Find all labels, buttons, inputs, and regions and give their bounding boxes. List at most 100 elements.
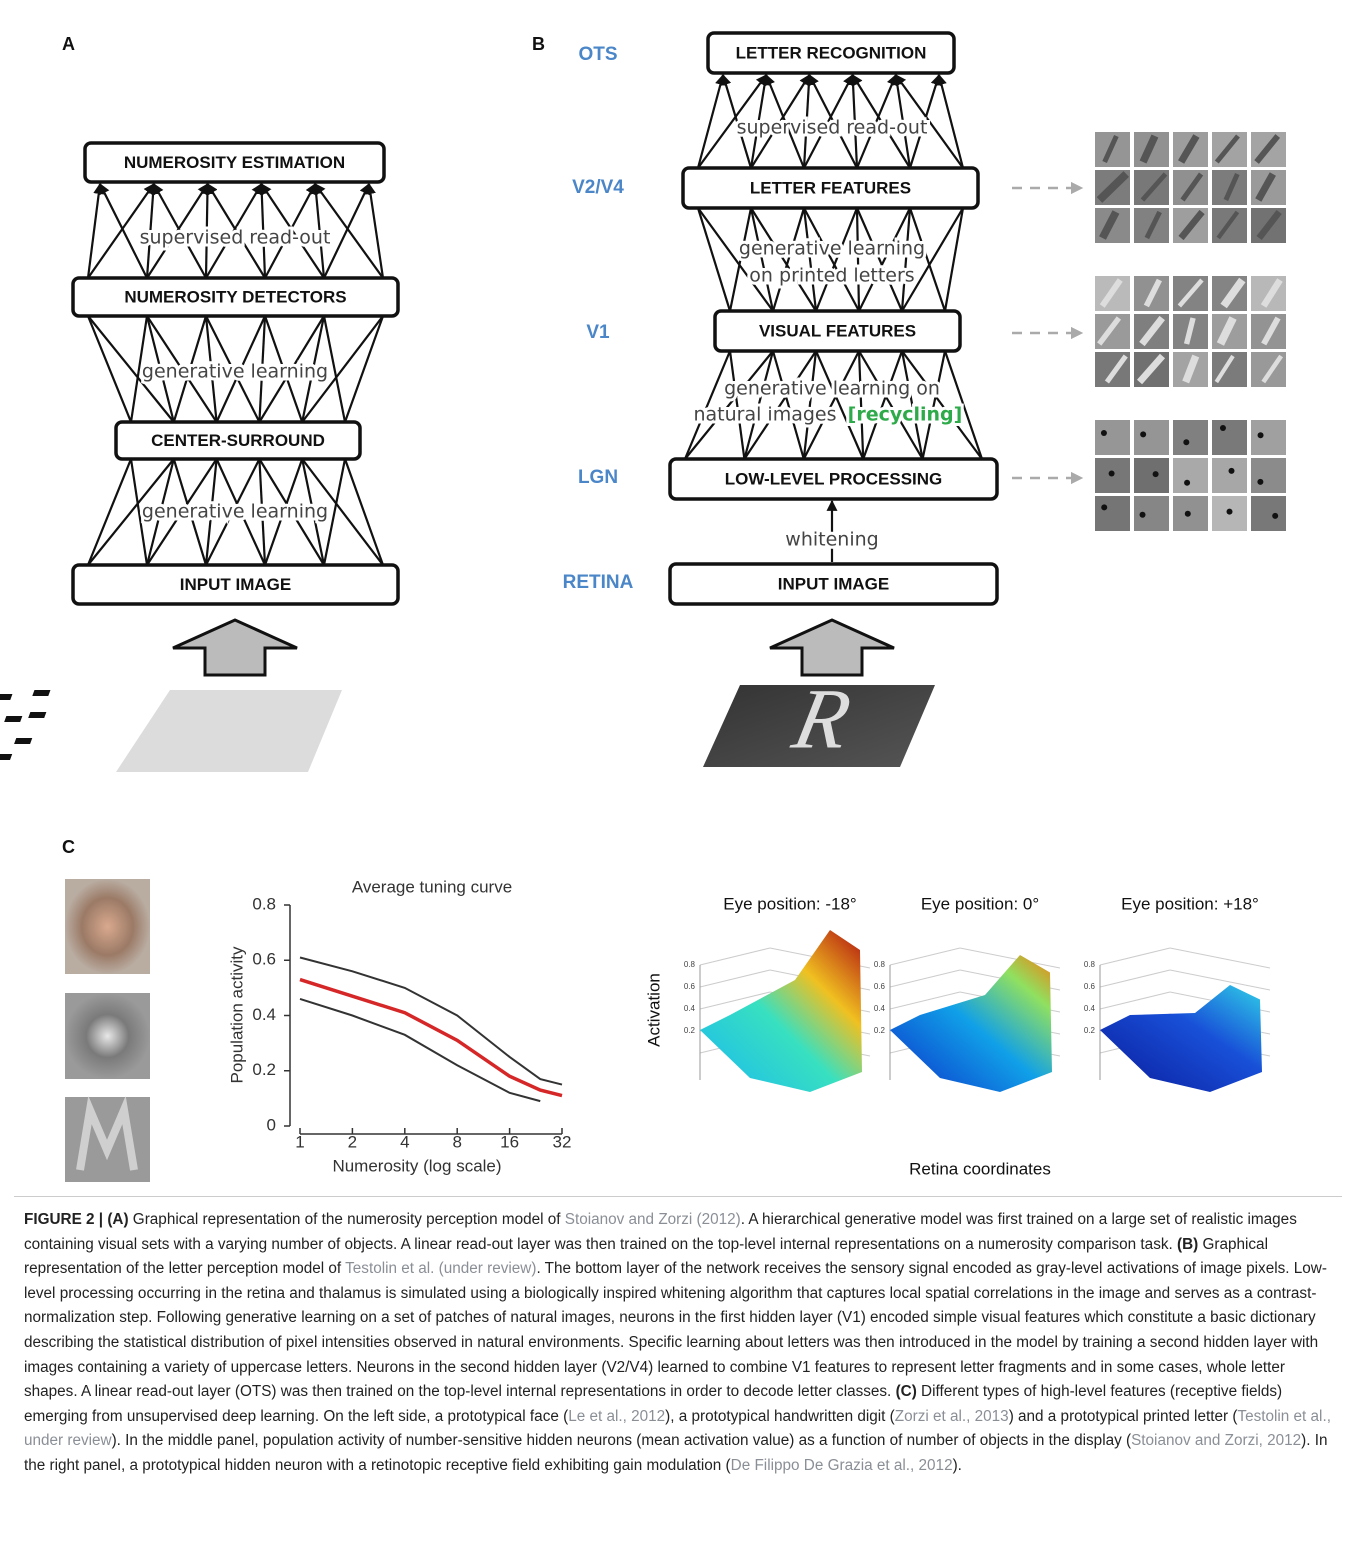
feature-patch [1095,420,1130,455]
dot [32,690,50,696]
feature-patch [1251,420,1286,455]
y-tick-label: 0.6 [252,950,276,969]
surface-grid [890,970,960,987]
divider [14,1196,1342,1197]
edge-label: whitening [785,529,878,551]
feature-patch [1251,496,1286,531]
x-tick-label: 2 [348,1132,357,1151]
surface-grid [960,948,1060,968]
feature-spot [1140,512,1146,518]
page: {"panel_a": {"label": "A", "nodes": ["NU… [0,0,1356,1556]
series-line [300,957,562,1084]
feature-spot [1257,479,1263,485]
x-tick-label: 8 [452,1132,461,1151]
feature-patch [1173,420,1208,455]
layer-label: NUMEROSITY ESTIMATION [124,153,345,172]
feature-spot [1229,468,1235,474]
z-tick-label: 0.6 [874,982,886,991]
input-arrow [173,620,297,675]
citation[interactable]: Zorzi et al., 2013 [895,1408,1009,1425]
feature-spot [1185,511,1191,517]
feature-spot [1272,513,1278,519]
caption-text: . The bottom layer of the network receiv… [24,1260,1327,1400]
citation[interactable]: Testolin et al. (under review) [345,1260,536,1277]
surface-x-label: Retina coordinates [909,1159,1051,1178]
surface-grid [1170,970,1270,990]
connection [698,208,730,311]
edge-label: supervised read-out [737,117,928,139]
feature-spot [1109,470,1115,476]
connection [345,459,383,565]
area-label: V1 [586,322,610,343]
area-label: LGN [578,467,618,488]
dot [4,716,22,722]
layer-label: INPUT IMAGE [180,575,291,594]
edge-label: generative learning [142,501,328,523]
surface [890,955,1052,1092]
surface [700,930,862,1092]
connection [369,184,383,278]
connection [698,75,723,168]
z-tick-label: 0.8 [874,960,886,969]
input-image [116,690,342,772]
connection [345,316,383,422]
panel-label: A [62,34,75,54]
recycling-label: [recycling] [848,404,963,426]
layer-label: LETTER RECOGNITION [736,43,927,62]
feature-spot [1227,509,1233,515]
surface-grid [700,970,770,987]
surface-y-label: Activation [644,973,663,1047]
panel-label: B [532,34,545,54]
surface-grid [1100,992,1170,1009]
dot [0,694,12,700]
series-line [300,980,562,1096]
caption-heading: FIGURE 2 | (A) [24,1211,129,1228]
z-tick-label: 0.6 [684,982,696,991]
y-axis-label: Population activity [227,946,246,1084]
dot [28,712,46,718]
feature-spot [1101,430,1107,436]
layer-label: LETTER FEATURES [750,178,911,197]
feature-spot [1101,504,1107,510]
chart-title: Average tuning curve [352,877,512,896]
feature-patch [1134,496,1169,531]
feature-patch [1134,420,1169,455]
connection [88,316,131,422]
digit-feature [65,993,150,1079]
layer-label: LOW-LEVEL PROCESSING [725,469,943,488]
citation[interactable]: De Filippo De Grazia et al., 2012 [731,1457,953,1474]
z-tick-label: 0.8 [1084,960,1096,969]
z-tick-label: 0.4 [874,1004,886,1013]
y-tick-label: 0.8 [252,894,276,913]
x-axis-label: Numerosity (log scale) [332,1156,501,1175]
connection [88,459,131,565]
face-feature [65,879,150,974]
connection [773,208,804,311]
dot [0,754,12,760]
caption-text: ). [953,1457,962,1474]
feature-patch [1251,458,1286,493]
feature-spot [1183,439,1189,445]
surface-grid [700,948,770,965]
z-tick-label: 0.8 [684,960,696,969]
connection [910,208,945,311]
surface-grid [890,948,960,965]
z-tick-label: 0.6 [1084,982,1096,991]
citation[interactable]: Stoianov and Zorzi, 2012 [1131,1432,1301,1449]
area-label: OTS [578,44,617,65]
edge-label: generative learning [142,361,328,383]
area-label: RETINA [563,572,634,593]
edge-label: on printed letters [749,265,914,287]
citation[interactable]: Le et al., 2012 [568,1408,665,1425]
caption-heading: (C) [896,1383,917,1400]
caption-heading: (B) [1177,1236,1198,1253]
feature-patch [1212,458,1247,493]
surface-title: Eye position: -18° [723,894,856,913]
surface [1100,985,1262,1092]
connection [939,75,963,168]
citation[interactable]: Stoianov and Zorzi (2012) [565,1211,741,1228]
z-tick-label: 0.2 [1084,1026,1096,1035]
edge-label: natural images [693,404,836,426]
edge-label: generative learning on [724,378,940,400]
